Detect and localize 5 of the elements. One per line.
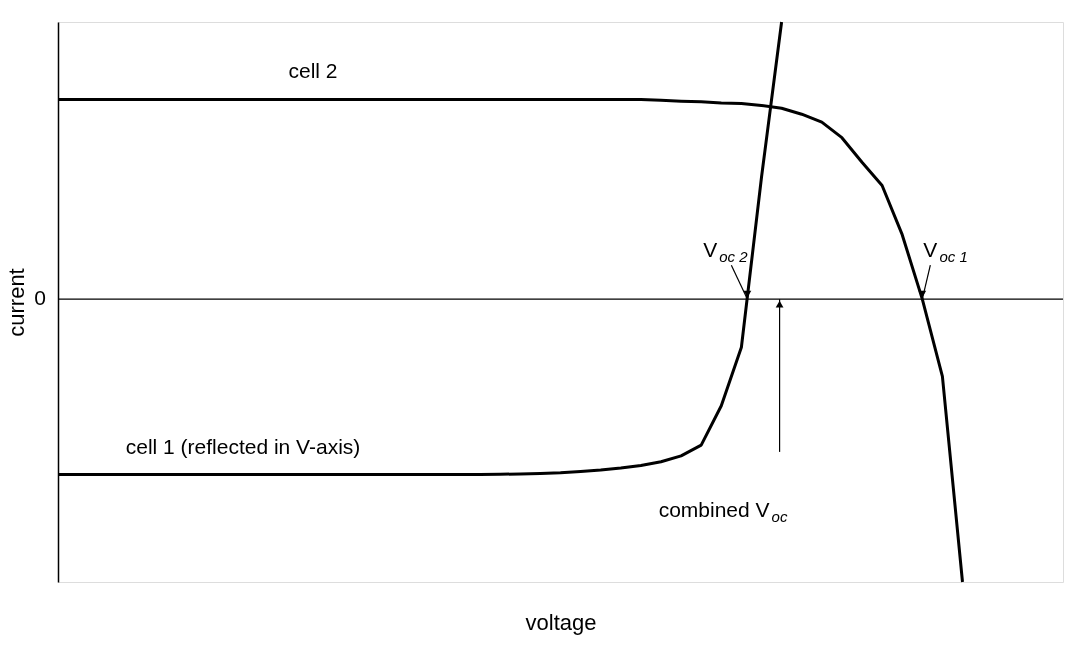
x-axis-title: voltage bbox=[525, 609, 597, 635]
ref-line-label: 0 bbox=[34, 286, 46, 310]
y-axis-title: current bbox=[3, 268, 29, 337]
series-label: cell 2 bbox=[288, 59, 338, 83]
series-label: cell 1 (reflected in V-axis) bbox=[125, 434, 361, 458]
